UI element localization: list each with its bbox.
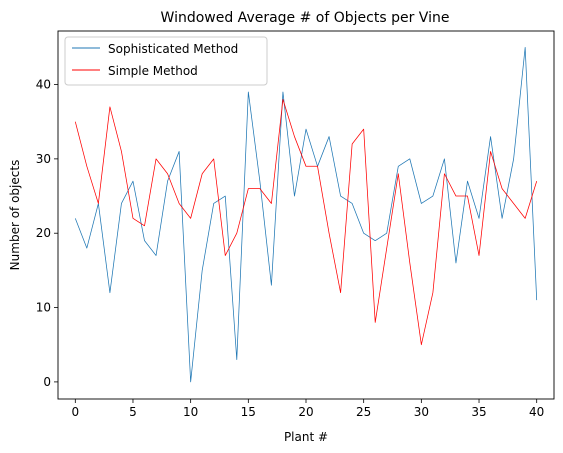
x-tick-label: 35 — [471, 405, 486, 419]
x-tick-label: 0 — [71, 405, 79, 419]
y-tick-label: 20 — [36, 226, 51, 240]
y-tick-label: 10 — [36, 301, 51, 315]
chart-title: Windowed Average # of Objects per Vine — [161, 10, 450, 26]
plot-series — [74, 46, 538, 383]
y-axis-ticks: 0 10 20 30 40 — [36, 78, 58, 389]
y-tick-label: 0 — [43, 375, 51, 389]
x-axis-ticks: 0 5 10 15 20 25 30 35 40 — [71, 399, 544, 419]
x-axis-label: Plant # — [284, 430, 328, 444]
y-axis-label: Number of objects — [8, 160, 22, 271]
legend: Sophisticated Method Simple Method — [64, 36, 268, 86]
legend-label-simple: Simple Method — [108, 64, 198, 78]
x-tick-label: 15 — [241, 405, 256, 419]
x-tick-label: 30 — [414, 405, 429, 419]
series-line-simple — [74, 99, 538, 346]
y-tick-label: 40 — [36, 78, 51, 92]
x-tick-label: 40 — [529, 405, 544, 419]
series-line-sophisticated — [74, 46, 538, 383]
x-tick-label: 25 — [356, 405, 371, 419]
x-tick-label: 5 — [129, 405, 137, 419]
legend-box — [64, 36, 268, 86]
x-tick-label: 10 — [183, 405, 198, 419]
y-tick-label: 30 — [36, 152, 51, 166]
x-tick-label: 20 — [298, 405, 313, 419]
legend-label-sophisticated: Sophisticated Method — [108, 42, 238, 56]
